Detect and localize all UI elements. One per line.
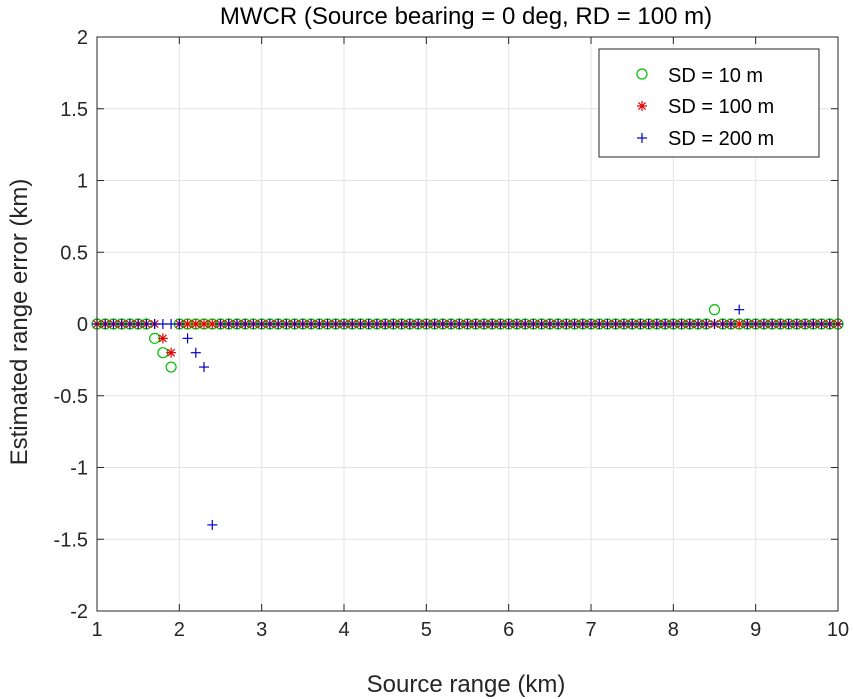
legend-label-sd-200: SD = 200 m — [668, 128, 774, 150]
data-point — [199, 362, 210, 373]
y-tick-label: -1 — [70, 458, 88, 480]
y-tick-label: 1 — [77, 171, 88, 193]
y-tick-label: 2 — [77, 27, 88, 49]
tick-labels: 1 2 3 4 5 6 7 8 9 10 -2 -1.5 -1 -0.5 0 0.5 1 1.5 2 — [54, 27, 850, 641]
legend: SD = 10 m SD = 100 m SD = 200 m — [598, 48, 820, 158]
x-tick-label: 5 — [421, 619, 432, 641]
y-tick-label: -0.5 — [54, 386, 88, 408]
data-point — [708, 304, 721, 316]
legend-marker — [637, 101, 647, 111]
y-tick-label: 1.5 — [60, 99, 88, 121]
y-tick-label: 0 — [77, 314, 88, 336]
series-3 — [92, 304, 843, 530]
x-tick-label: 3 — [256, 619, 267, 641]
x-tick-label: 8 — [668, 619, 679, 641]
chart-title: MWCR (Source bearing = 0 deg, RD = 100 m… — [220, 3, 712, 30]
x-tick-label: 1 — [91, 619, 102, 641]
x-tick-label: 7 — [585, 619, 596, 641]
legend-box — [598, 48, 820, 158]
x-tick-label: 2 — [174, 619, 185, 641]
y-tick-label: -1.5 — [54, 529, 88, 551]
data-point — [199, 319, 210, 329]
data-point — [207, 319, 218, 329]
data-point — [165, 361, 177, 373]
x-axis-title: Source range (km) — [367, 671, 566, 698]
data-point — [174, 319, 185, 329]
data-point — [190, 347, 201, 358]
x-tick-label: 6 — [503, 619, 514, 641]
legend-label-sd-10: SD = 10 m — [668, 65, 763, 87]
legend-marker — [637, 133, 647, 143]
x-tick-label: 4 — [338, 619, 349, 641]
axes — [96, 36, 839, 612]
x-tick-label: 10 — [827, 619, 849, 641]
x-tick-label: 9 — [750, 619, 761, 641]
y-axis-title: Estimated range error (km) — [6, 179, 33, 466]
legend-marker — [636, 68, 648, 80]
data-point — [157, 333, 168, 344]
data-point — [166, 347, 177, 358]
y-tick-label: -2 — [70, 601, 88, 623]
y-tick-label: 0.5 — [60, 242, 88, 264]
data-point — [182, 333, 193, 344]
data-point — [725, 319, 736, 329]
data-point — [734, 304, 745, 315]
legend-label-sd-100: SD = 100 m — [668, 96, 774, 118]
data-point — [207, 519, 218, 530]
legend-markers — [636, 68, 648, 143]
